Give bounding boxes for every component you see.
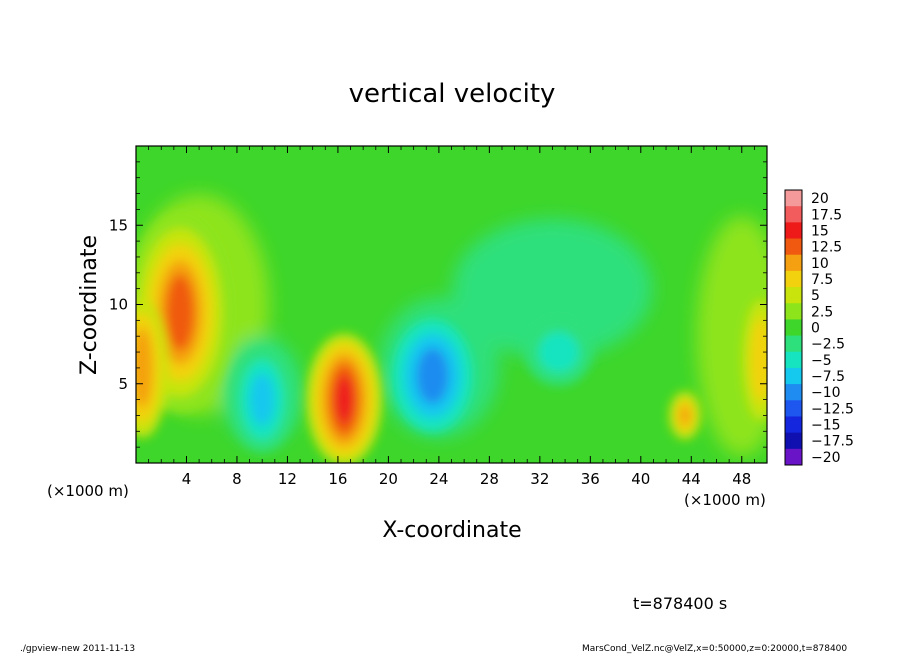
y-axis: 5 10 15: [109, 161, 767, 448]
colorbar-label: 15: [811, 223, 829, 239]
colorbar-swatch: [785, 303, 802, 320]
chart-title: vertical velocity: [349, 79, 556, 109]
x-tick-label: 16: [328, 470, 347, 488]
time-label: t=878400 s: [633, 594, 727, 613]
tint-region: [696, 216, 767, 457]
colorbar-label: 5: [811, 288, 820, 304]
colorbar-label: 20: [811, 191, 829, 207]
colorbar-swatch: [785, 190, 802, 207]
x-tick-label: 44: [682, 470, 701, 488]
colorbar-frame: [784, 189, 803, 466]
colorbar-label: −20: [811, 450, 841, 466]
y-tick-label: 15: [109, 216, 128, 234]
x-tick-label: 32: [530, 470, 549, 488]
colorbar-swatch: [785, 416, 802, 434]
colorbar-label: −15: [811, 418, 841, 434]
x-tick-label: 28: [480, 470, 499, 488]
colorbar-swatch: [785, 206, 802, 223]
colorbar-swatch: [785, 222, 802, 240]
velocity-feature: [136, 327, 153, 408]
colorbar-label: −12.5: [811, 401, 854, 417]
velocity-feature: [538, 332, 579, 373]
colorbar-label: −17.5: [811, 434, 854, 450]
y-tick-label: 10: [109, 296, 128, 314]
colorbar-label: −10: [811, 385, 841, 401]
colorbar-swatch: [785, 238, 802, 256]
colorbar-label: 2.5: [811, 304, 833, 320]
colorbar: 2017.51512.5107.552.50−2.5−5−7.5−10−12.5…: [784, 189, 854, 466]
colorbar-label: −2.5: [811, 337, 845, 353]
colorbar-label: 10: [811, 256, 829, 272]
velocity-feature: [166, 274, 195, 351]
x-unit-label-right: (×1000 m): [684, 491, 766, 509]
velocity-feature: [679, 405, 690, 426]
colorbar-label: 0: [811, 321, 820, 337]
colorbar-swatch: [785, 254, 802, 272]
colorbar-swatch: [785, 448, 802, 466]
colorbar-swatch: [785, 270, 802, 288]
tint-region: [452, 218, 653, 359]
x-axis: 4 8 12 16 20 24 28 32 36 40 44 48: [148, 146, 755, 488]
colorbar-swatch: [785, 384, 802, 401]
velocity-feature: [416, 347, 449, 404]
colorbar-label: −7.5: [811, 369, 845, 385]
colorbar-swatch: [785, 432, 802, 450]
x-tick-label: 12: [278, 470, 297, 488]
velocity-feature: [250, 373, 275, 426]
plot-area: [136, 146, 767, 463]
colorbar-swatch: [785, 351, 802, 369]
x-tick-label: 36: [581, 470, 600, 488]
x-tick-label: 8: [232, 470, 242, 488]
colorbar-swatch: [785, 287, 802, 304]
footer-left: ./gpview-new 2011-11-13: [20, 644, 135, 654]
colorbar-swatch: [785, 335, 802, 353]
x-tick-label: 48: [732, 470, 751, 488]
colorbar-swatch: [785, 319, 802, 337]
colorbar-label: 17.5: [811, 207, 842, 223]
velocity-feature: [335, 375, 354, 424]
velocity-feature: [750, 317, 767, 402]
colorbar-label: 7.5: [811, 272, 833, 288]
x-tick-label: 40: [631, 470, 650, 488]
colorbar-label: −5: [811, 353, 832, 369]
y-axis-label: Z-coordinate: [77, 235, 102, 375]
colorbar-label: 12.5: [811, 240, 842, 256]
y-tick-label: 5: [118, 375, 128, 393]
x-tick-label: 24: [429, 470, 448, 488]
colorbar-swatch: [785, 367, 802, 385]
x-unit-label: (×1000 m): [47, 482, 129, 500]
footer-right: MarsCond_VelZ.nc@VelZ,x=0:50000,z=0:2000…: [582, 644, 847, 654]
x-tick-label: 20: [379, 470, 398, 488]
colorbar-swatch: [785, 400, 802, 417]
x-tick-label: 4: [182, 470, 192, 488]
x-axis-label: X-coordinate: [382, 518, 521, 543]
velocity-field: [136, 194, 767, 463]
